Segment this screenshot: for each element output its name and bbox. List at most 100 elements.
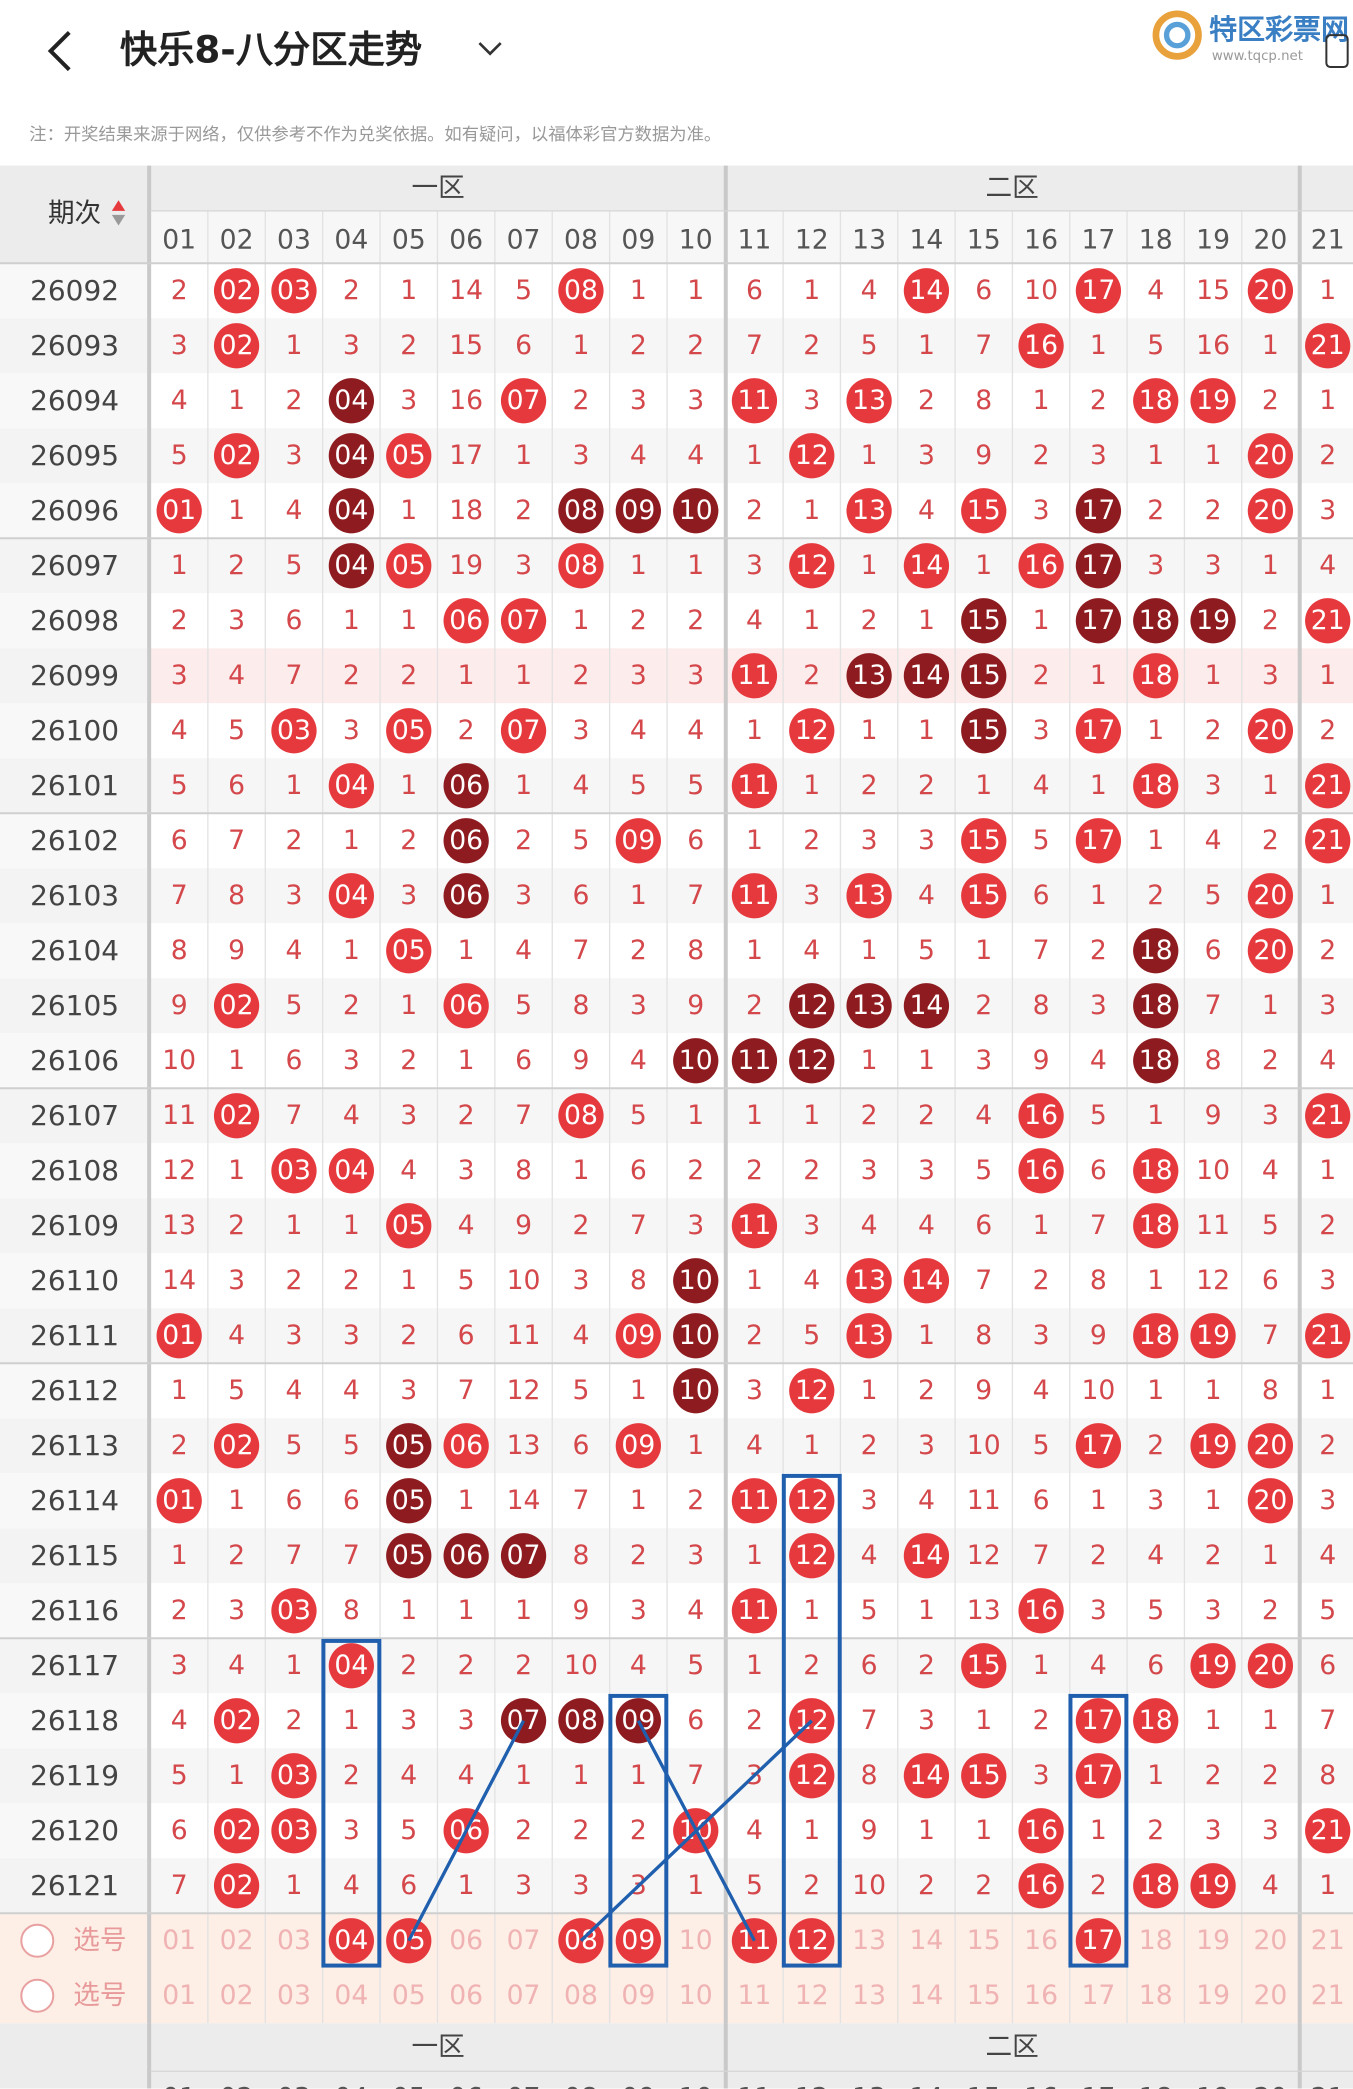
hit-ball (1018, 1148, 1064, 1194)
column-label: 19 (1196, 2082, 1230, 2089)
select-number[interactable]: 14 (909, 1925, 943, 1956)
select-number[interactable]: 12 (795, 1980, 829, 2011)
miss-count: 5 (171, 770, 188, 801)
hit-ball (789, 433, 835, 479)
period-cell-bg (0, 538, 150, 594)
hit-number: 02 (220, 330, 254, 361)
select-number[interactable]: 15 (967, 1980, 1001, 2011)
select-number[interactable]: 16 (1024, 1980, 1058, 2011)
hit-ball (213, 1808, 260, 1854)
select-number[interactable]: 21 (1311, 1980, 1345, 2011)
miss-count: 8 (572, 1540, 589, 1571)
select-checkbox[interactable] (20, 1978, 55, 2013)
select-number[interactable]: 18 (1139, 1925, 1173, 1956)
select-number[interactable]: 15 (967, 1925, 1001, 1956)
hit-ball (789, 1533, 835, 1579)
select-number[interactable]: 13 (852, 1925, 886, 1956)
miss-count: 2 (803, 660, 820, 691)
select-number[interactable]: 05 (392, 1925, 426, 1956)
select-number[interactable]: 13 (852, 1980, 886, 2011)
select-number[interactable]: 02 (220, 1980, 254, 2011)
select-number[interactable]: 01 (162, 1980, 196, 2011)
miss-count: 8 (515, 1155, 532, 1186)
select-checkbox[interactable] (20, 1923, 55, 1958)
miss-count: 3 (1319, 1485, 1336, 1516)
picked-ball[interactable] (1075, 1918, 1122, 1964)
hit-number: 18 (1139, 1045, 1173, 1076)
period: 26119 (30, 1759, 119, 1792)
miss-count: 3 (458, 1155, 475, 1186)
select-number[interactable]: 04 (334, 1925, 368, 1956)
select-number[interactable]: 06 (449, 1925, 483, 1956)
select-number[interactable]: 20 (1253, 1980, 1287, 2011)
miss-count: 7 (285, 1540, 302, 1571)
select-number[interactable]: 03 (277, 1925, 311, 1956)
select-number[interactable]: 11 (737, 1925, 771, 1956)
select-number[interactable]: 05 (392, 1980, 426, 2011)
miss-count: 2 (803, 1155, 820, 1186)
column-label: 05 (392, 2082, 426, 2089)
hit-ball (615, 818, 661, 864)
hit-number: 09 (621, 825, 655, 856)
picked-ball[interactable] (328, 1918, 375, 1964)
select-number[interactable]: 06 (449, 1980, 483, 2011)
miss-count: 16 (1196, 330, 1230, 361)
select-number[interactable]: 08 (564, 1980, 598, 2011)
select-number[interactable]: 03 (277, 1980, 311, 2011)
back-button[interactable] (47, 31, 71, 72)
select-number[interactable]: 07 (507, 1925, 541, 1956)
miss-count: 1 (975, 1705, 992, 1736)
picked-ball[interactable] (789, 1918, 835, 1964)
select-number[interactable]: 11 (737, 1980, 771, 2011)
select-number[interactable]: 14 (909, 1980, 943, 2011)
select-number[interactable]: 21 (1311, 1925, 1345, 1956)
miss-count: 3 (918, 1155, 935, 1186)
picked-ball[interactable] (615, 1918, 661, 1964)
hit-ball (156, 1478, 202, 1524)
miss-count: 9 (171, 990, 188, 1021)
select-number[interactable]: 16 (1024, 1925, 1058, 1956)
hit-ball (615, 1423, 661, 1469)
miss-count: 5 (515, 275, 532, 306)
miss-count: 4 (343, 1100, 360, 1131)
select-number[interactable]: 09 (621, 1925, 655, 1956)
select-number[interactable]: 20 (1253, 1925, 1287, 1956)
miss-count: 3 (572, 715, 589, 746)
miss-count: 5 (1033, 1430, 1050, 1461)
hit-ball (558, 268, 604, 314)
column-label: 08 (564, 225, 598, 256)
select-number[interactable]: 04 (334, 1980, 368, 2011)
select-number[interactable]: 09 (621, 1980, 655, 2011)
miss-count: 2 (803, 825, 820, 856)
hit-ball-dark (558, 488, 604, 534)
select-number[interactable]: 18 (1139, 1980, 1173, 2011)
hit-number: 02 (220, 275, 254, 306)
select-number[interactable]: 10 (679, 1980, 713, 2011)
select-number[interactable]: 02 (220, 1925, 254, 1956)
select-number[interactable]: 10 (679, 1925, 713, 1956)
title-dropdown[interactable] (478, 42, 502, 56)
hit-number: 18 (1139, 990, 1173, 1021)
period: 26098 (30, 604, 119, 637)
select-number[interactable]: 19 (1196, 1925, 1230, 1956)
miss-count: 1 (803, 1100, 820, 1131)
miss-count: 6 (228, 770, 245, 801)
hit-number: 21 (1311, 1320, 1345, 1351)
column-label: 01 (162, 2082, 196, 2089)
select-number[interactable]: 19 (1196, 1980, 1230, 2011)
select-number[interactable]: 17 (1081, 1980, 1115, 2011)
miss-count: 10 (507, 1265, 541, 1296)
select-number[interactable]: 01 (162, 1925, 196, 1956)
select-number[interactable]: 17 (1081, 1925, 1115, 1956)
column-label: 20 (1253, 2082, 1287, 2089)
menu-icon[interactable] (1325, 34, 1349, 69)
hit-number: 06 (449, 1430, 483, 1461)
miss-count: 2 (687, 605, 704, 636)
hit-number: 15 (967, 1760, 1001, 1791)
miss-count: 1 (630, 550, 647, 581)
select-number[interactable]: 07 (507, 1980, 541, 2011)
miss-count: 8 (1033, 990, 1050, 1021)
select-number[interactable]: 12 (795, 1925, 829, 1956)
miss-count: 1 (1319, 1155, 1336, 1186)
